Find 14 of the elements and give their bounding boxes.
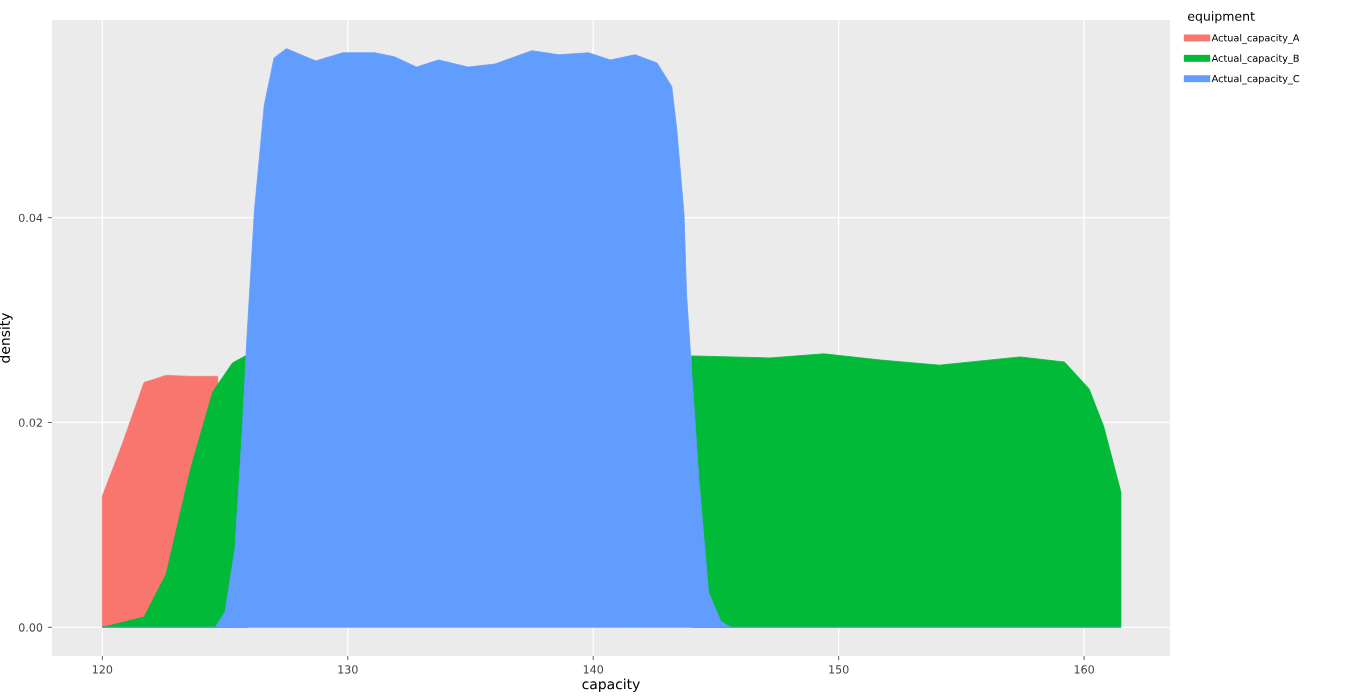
x-tick-label: 130: [338, 665, 358, 674]
x-tick-label: 120: [92, 665, 113, 674]
x-axis-title: capacity: [582, 678, 640, 692]
y-axis-title: density: [0, 312, 13, 363]
x-tick-label: 160: [1074, 665, 1094, 674]
x-tick-label: 150: [829, 665, 849, 674]
legend-label: Actual_capacity_B: [1211, 54, 1299, 65]
y-tick-label: 0.02: [18, 418, 42, 427]
legend-label: Actual_capacity_A: [1211, 33, 1300, 44]
legend-title: equipment: [1187, 11, 1255, 24]
y-tick-label: 0.00: [18, 623, 43, 632]
legend-label: Actual_capacity_C: [1211, 74, 1300, 85]
y-tick-label: 0.04: [18, 213, 43, 223]
x-tick-label: 140: [583, 665, 604, 674]
